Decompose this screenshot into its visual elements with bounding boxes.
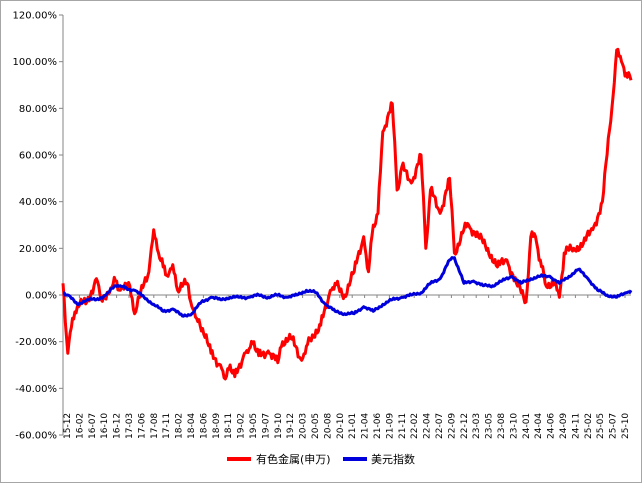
x-tick-label: 22-12 bbox=[460, 413, 470, 439]
x-tick-label: 19-02 bbox=[237, 413, 247, 439]
x-tick-label: 22-04 bbox=[423, 413, 433, 439]
x-tick-label: 20-03 bbox=[299, 413, 309, 439]
x-tick-label: 17-06 bbox=[137, 413, 147, 439]
x-tick-label: 18-09 bbox=[212, 413, 222, 439]
x-tick-label: 19-10 bbox=[274, 413, 284, 439]
x-tick-label: 25-05 bbox=[596, 413, 606, 439]
x-tick-label: 24-01 bbox=[522, 413, 532, 439]
x-tick-label: 20-05 bbox=[311, 413, 321, 439]
x-axis: 15-12 16-02 16-07 16-10 16-12 17-03 17-06 17-08… bbox=[63, 294, 631, 439]
y-tick-label: -60.00% bbox=[15, 431, 57, 442]
y-axis: 120.00% 100.00% 80.00% 60.00% 40.00% 20.00% 0.… bbox=[13, 11, 64, 442]
x-tick-label: 16-10 bbox=[100, 413, 110, 439]
y-tick-label: 60.00% bbox=[19, 151, 57, 162]
x-tick-label: 25-02 bbox=[584, 413, 594, 439]
x-tick-label: 18-04 bbox=[187, 413, 197, 439]
x-tick-label: 23-10 bbox=[509, 413, 519, 439]
x-tick-label: 16-12 bbox=[113, 413, 123, 439]
x-tick-label: 17-11 bbox=[162, 413, 172, 439]
y-tick-label: -20.00% bbox=[15, 337, 57, 348]
legend-label-series-2: 美元指数 bbox=[371, 452, 415, 466]
x-tick-label: 24-04 bbox=[534, 413, 544, 439]
x-tick-label: 23-08 bbox=[497, 413, 507, 439]
x-tick-label: 22-07 bbox=[435, 413, 445, 439]
x-tick-label: 25-10 bbox=[621, 413, 631, 439]
x-tick-label: 22-02 bbox=[410, 413, 420, 439]
x-tick-label: 15-12 bbox=[63, 413, 73, 439]
y-tick-label: -40.00% bbox=[15, 384, 57, 395]
x-tick-label: 20-08 bbox=[323, 413, 333, 439]
x-tick-label: 21-06 bbox=[373, 413, 383, 439]
x-tick-label: 24-09 bbox=[559, 413, 569, 439]
y-tick-label: 80.00% bbox=[19, 104, 57, 115]
series-lines bbox=[61, 47, 633, 381]
x-tick-label: 24-11 bbox=[571, 413, 581, 439]
x-tick-label: 21-01 bbox=[348, 413, 358, 439]
x-tick-label: 21-11 bbox=[398, 413, 408, 439]
x-tick-label: 20-10 bbox=[336, 413, 346, 439]
series-line-2 bbox=[62, 256, 633, 318]
y-tick-label: 120.00% bbox=[13, 11, 58, 22]
x-tick-label: 23-03 bbox=[472, 413, 482, 439]
x-tick-label: 21-04 bbox=[361, 413, 371, 439]
x-tick-label: 25-07 bbox=[609, 413, 619, 439]
y-tick-label: 20.00% bbox=[19, 244, 57, 255]
y-tick-label: 40.00% bbox=[19, 197, 57, 208]
x-tick-label: 24-06 bbox=[547, 413, 557, 439]
series-line-1 bbox=[61, 47, 633, 381]
legend: 有色金属(申万) 美元指数 bbox=[227, 452, 415, 466]
x-tick-label: 16-07 bbox=[88, 413, 98, 439]
x-tick-label: 18-06 bbox=[199, 413, 209, 439]
x-tick-label: 19-07 bbox=[261, 413, 271, 439]
x-tick-label: 23-05 bbox=[485, 413, 495, 439]
x-tick-label: 19-05 bbox=[249, 413, 259, 439]
x-tick-label: 17-08 bbox=[150, 413, 160, 439]
y-tick-label: 0.00% bbox=[25, 291, 57, 302]
y-tick-label: 100.00% bbox=[13, 57, 58, 68]
x-tick-label: 22-09 bbox=[447, 413, 457, 439]
x-tick-label: 18-02 bbox=[175, 413, 185, 439]
x-tick-label: 16-02 bbox=[75, 413, 85, 439]
x-tick-label: 17-03 bbox=[125, 413, 135, 439]
x-tick-label: 18-11 bbox=[224, 413, 234, 439]
x-tick-label: 19-12 bbox=[286, 413, 296, 439]
legend-label-series-1: 有色金属(申万) bbox=[256, 452, 331, 466]
x-tick-label: 21-09 bbox=[385, 413, 395, 439]
